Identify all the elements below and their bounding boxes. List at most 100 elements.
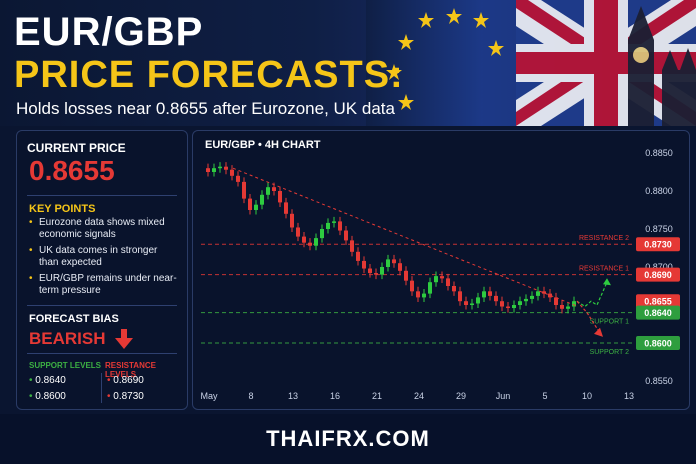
candle-body <box>446 278 450 286</box>
candle-body <box>434 276 438 283</box>
resistance-levels-title: RESISTANCE LEVELS <box>105 361 156 379</box>
x-tick-label: 10 <box>582 391 592 401</box>
candle-body <box>254 204 258 210</box>
candle-body <box>548 293 552 298</box>
current-price-value: 0.8655 <box>29 155 115 186</box>
support-line-label: SUPPORT 2 <box>590 349 630 356</box>
candle-body <box>296 227 300 237</box>
price-level-tag <box>636 237 680 252</box>
page-subtitle: Holds losses near 0.8655 after Eurozone,… <box>16 99 395 118</box>
bearish-projection-arrowhead <box>594 327 603 337</box>
chart-panel: EUR/GBP • 4H CHART 0.8850 0.8800 0.8750 0.8… <box>192 130 690 410</box>
footer-bar: THAIFRX.COM <box>0 414 696 464</box>
candle-body <box>392 259 396 264</box>
candle-body <box>260 194 264 205</box>
candle-body <box>314 238 318 246</box>
divider <box>27 353 177 354</box>
candle-body <box>248 198 252 210</box>
candle-body <box>410 280 414 292</box>
support-line-label: SUPPORT 1 <box>590 319 630 326</box>
hero-banner: EUR/GBP PRICE FORECASTS: Holds losses ne… <box>0 0 696 126</box>
resistance-line-label: RESISTANCE 1 <box>579 266 629 273</box>
price-level-tag-label: 0.8655 <box>644 297 672 307</box>
x-tick-label: Jun <box>496 391 511 401</box>
x-tick-label: 8 <box>248 391 253 401</box>
candle-body <box>518 301 522 305</box>
resistance-line-label: RESISTANCE 2 <box>579 235 629 242</box>
candle-body <box>458 291 462 302</box>
support-level-item: • 0.8600 <box>29 391 66 402</box>
candle-body <box>350 240 354 252</box>
page-title-line-2: PRICE FORECASTS: <box>14 54 404 96</box>
candle-body <box>554 297 558 305</box>
candle-body <box>374 273 378 275</box>
candle-body <box>506 306 510 309</box>
candle-body <box>218 166 222 169</box>
trend-line <box>232 167 579 307</box>
key-point-item: UK data comes in stronger than expected <box>29 245 177 269</box>
price-level-tag-label: 0.8730 <box>644 240 672 250</box>
candle-body <box>380 267 384 275</box>
bullish-projection-path <box>576 281 608 308</box>
candle-body <box>326 222 330 229</box>
x-tick-label: 5 <box>542 391 547 401</box>
candle-body <box>500 301 504 307</box>
resistance-level-value: 0.8730 <box>113 391 144 402</box>
candle-body <box>344 230 348 241</box>
price-level-tag <box>636 294 680 309</box>
resistance-level-item: • 0.8690 <box>107 375 144 386</box>
support-level-value: 0.8600 <box>35 391 66 402</box>
candle-body <box>266 187 270 195</box>
candle-body <box>488 291 492 296</box>
bullish-projection-arrowhead <box>603 278 611 286</box>
x-tick-label: 16 <box>330 391 340 401</box>
candle-body <box>212 168 216 172</box>
key-point-text: Eurozone data shows mixed economic signa… <box>39 217 165 240</box>
brand-footer: THAIFRX.COM <box>266 426 430 451</box>
price-level-tag <box>636 267 680 282</box>
arrow-down-icon <box>115 329 133 349</box>
candle-body <box>452 286 456 292</box>
candle-body <box>404 270 408 281</box>
y-tick-label: 0.8700 <box>645 262 673 272</box>
candle-body <box>470 303 474 305</box>
candle-body <box>464 301 468 305</box>
key-point-item: Eurozone data shows mixed economic signa… <box>29 217 177 241</box>
x-tick-label: 29 <box>456 391 466 401</box>
candle-body <box>290 213 294 228</box>
y-tick-label: 0.8550 <box>645 376 673 386</box>
price-level-tag <box>636 336 680 350</box>
price-level-tag-label: 0.8690 <box>644 270 672 280</box>
summary-panel: CURRENT PRICE 0.8655 KEY POINTS Eurozone… <box>16 130 188 410</box>
x-tick-label: 24 <box>414 391 424 401</box>
candle-body <box>368 268 372 274</box>
candle-body <box>362 260 366 269</box>
candle-body <box>356 251 360 261</box>
price-chart: 0.88500.88000.87500.87000.86500.86000.85… <box>200 148 680 401</box>
candle-body <box>308 242 312 246</box>
candle-body <box>572 301 576 307</box>
x-tick-label: May <box>200 391 218 401</box>
candle-body <box>530 295 534 299</box>
candle-body <box>524 298 528 302</box>
candle-body <box>278 191 282 203</box>
divider <box>27 305 177 306</box>
key-point-text: UK data comes in stronger than expected <box>39 245 158 268</box>
column-divider <box>101 373 102 403</box>
resistance-level-item: • 0.8730 <box>107 391 144 402</box>
candle-body <box>242 181 246 199</box>
x-tick-label: 21 <box>372 391 382 401</box>
candle-body <box>494 295 498 302</box>
y-tick-label: 0.8800 <box>645 186 673 196</box>
y-tick-label: 0.8850 <box>645 148 673 158</box>
candle-body <box>440 276 444 279</box>
support-level-value: 0.8640 <box>35 375 66 386</box>
candle-body <box>224 166 228 170</box>
key-points-title: KEY POINTS <box>29 203 96 215</box>
forecast-bias-value: BEARISH <box>29 329 106 348</box>
candle-body <box>386 259 390 267</box>
candle-body <box>320 229 324 239</box>
x-tick-label: 13 <box>288 391 298 401</box>
candle-body <box>338 221 342 231</box>
price-level-tag-label: 0.8600 <box>644 339 672 349</box>
